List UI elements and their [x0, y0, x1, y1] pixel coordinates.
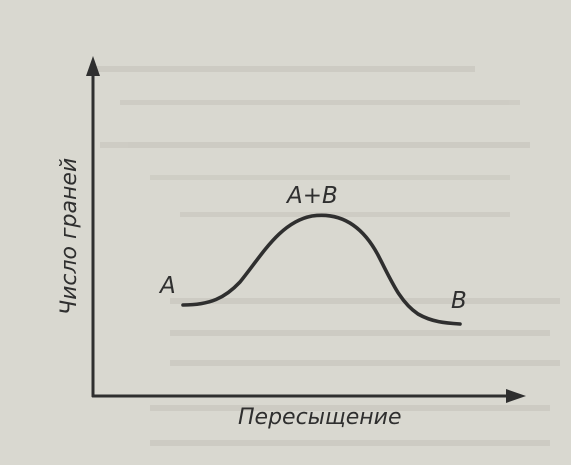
axes — [91, 68, 517, 398]
curve-label-right: B — [451, 288, 467, 314]
y-axis-label: Число граней — [57, 158, 82, 315]
curve-label-left: A — [158, 273, 176, 299]
x-axis-label: Пересыщение — [238, 405, 402, 430]
y-axis-arrowhead — [86, 56, 100, 76]
x-axis-arrowhead — [506, 389, 526, 403]
supersaturation-curve — [181, 213, 462, 326]
bleed-through-texture — [95, 66, 560, 446]
curve-label-peak: A+B — [285, 183, 338, 209]
